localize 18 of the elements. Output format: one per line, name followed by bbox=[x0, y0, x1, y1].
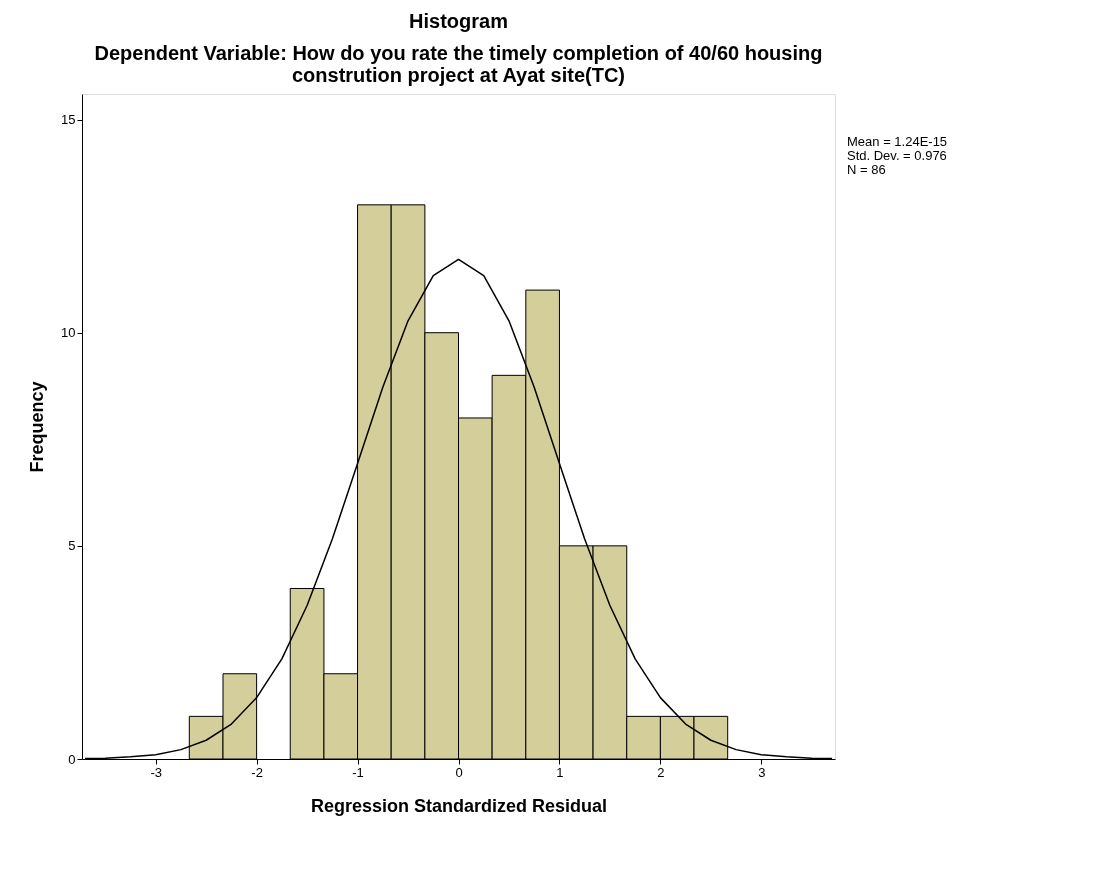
chart-title: Histogram bbox=[409, 10, 508, 32]
x-axis-title: Regression Standardized Residual bbox=[310, 795, 608, 816]
y-tick-label: 0 bbox=[68, 751, 76, 767]
text: N = 86 bbox=[847, 162, 886, 177]
y-axis-title: Frequency bbox=[27, 381, 48, 473]
x-tick-label: 2 bbox=[657, 764, 665, 780]
x-tick-label: 0 bbox=[455, 764, 463, 780]
y-tick-label: 10 bbox=[61, 325, 76, 341]
x-tick-label: -3 bbox=[150, 764, 162, 780]
x-tick-label: 1 bbox=[556, 764, 564, 780]
x-tick-label: -2 bbox=[251, 764, 263, 780]
y-tick-label: 15 bbox=[61, 112, 76, 128]
text: Std. Dev. = 0.976 bbox=[847, 148, 947, 163]
y-tick-label: 5 bbox=[68, 538, 76, 554]
chart-subtitle: Dependent Variable: How do you rate the timely completion of 40/60 housing constrution project at Ayat site(TC) bbox=[94, 42, 823, 86]
text: Mean = 1.24E-15 bbox=[847, 134, 948, 149]
x-tick-label: -1 bbox=[352, 764, 364, 780]
x-tick-label: 3 bbox=[758, 764, 766, 780]
